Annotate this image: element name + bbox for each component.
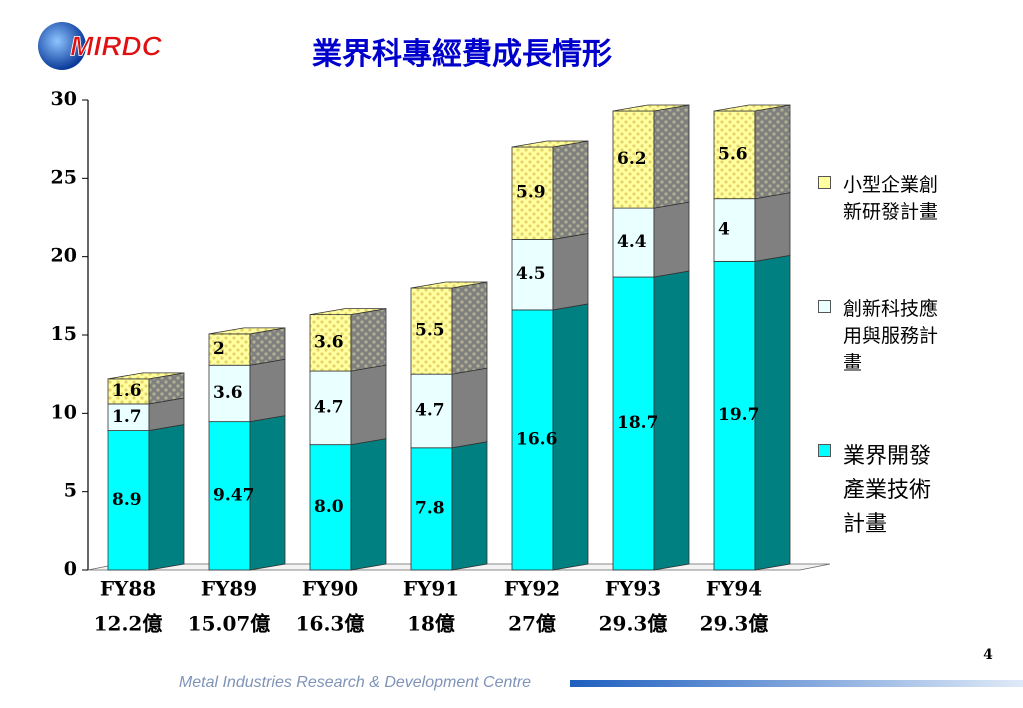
logo-text: MIRDC <box>70 30 163 61</box>
value-label: 4.5 <box>516 264 546 284</box>
value-label: 4 <box>718 220 730 240</box>
bar-segment <box>309 370 352 446</box>
category-total: 27億 <box>508 612 556 636</box>
bar-top <box>511 140 589 148</box>
bar-segment <box>612 276 655 571</box>
bar-segment <box>309 444 352 571</box>
value-label: 9.47 <box>213 485 254 505</box>
bar-side <box>451 281 488 375</box>
bar-side <box>552 303 589 571</box>
y-tick-label: 30 <box>51 88 77 110</box>
bar-segment <box>612 207 655 278</box>
legend-label: 小型企業創新研發計畫 <box>843 174 939 223</box>
category-total: 29.3億 <box>700 612 769 636</box>
x-tick-label: FY91 <box>403 577 459 601</box>
value-label: 8.9 <box>112 490 142 510</box>
page-number: 4 <box>983 647 993 663</box>
bar-side <box>350 308 387 372</box>
value-label: 8.0 <box>314 497 344 517</box>
value-label: 18.7 <box>617 413 658 433</box>
value-label: 4.7 <box>415 400 445 420</box>
bar-top <box>107 372 185 380</box>
value-label: 5.9 <box>516 183 546 203</box>
legend-label: 業界開發產業技術計畫 <box>843 444 932 537</box>
value-label: 5.5 <box>415 321 445 341</box>
value-label: 7.8 <box>415 498 445 518</box>
value-label: 5.6 <box>718 144 748 164</box>
bar-side <box>754 192 791 262</box>
category-total: 18億 <box>407 612 455 636</box>
category-total: 29.3億 <box>599 612 668 636</box>
bar-segment <box>612 110 655 209</box>
value-label: 2 <box>213 339 225 359</box>
footer-text: Metal Industries Research & Development … <box>179 674 531 691</box>
logo-globe <box>38 22 86 70</box>
legend-item: 業界開發產業技術計畫 <box>818 440 938 542</box>
bar-side <box>754 104 791 200</box>
category-total: 12.2億 <box>94 612 163 636</box>
bar-top <box>208 327 286 335</box>
bar-segment <box>208 364 251 423</box>
legend-item: 小型企業創新研發計畫 <box>818 172 938 226</box>
bar-side <box>451 441 488 571</box>
x-tick-label: FY88 <box>100 577 156 601</box>
bar-side <box>653 104 690 209</box>
bar-segment <box>713 260 756 571</box>
y-tick-label: 0 <box>64 558 77 580</box>
bar-segment <box>713 198 756 262</box>
bar-segment <box>208 333 251 366</box>
bar-segment <box>208 421 251 571</box>
bar-side <box>451 367 488 449</box>
bar-side <box>552 140 589 240</box>
value-label: 3.6 <box>213 383 243 403</box>
value-label: 19.7 <box>718 405 759 425</box>
value-label: 6.2 <box>617 149 647 169</box>
legend-swatch <box>818 300 831 313</box>
y-tick-label: 15 <box>51 323 77 345</box>
bar-side <box>249 415 286 571</box>
y-tick-label: 20 <box>51 245 77 267</box>
bar-side <box>754 254 791 571</box>
value-label: 4.4 <box>617 232 647 252</box>
bar-top <box>612 104 690 112</box>
y-tick-label: 10 <box>51 401 77 423</box>
legend-item: 創新科技應用與服務計畫 <box>818 296 938 377</box>
value-label: 3.6 <box>314 332 344 352</box>
y-tick-label: 25 <box>51 166 77 188</box>
x-tick-label: FY93 <box>605 577 661 601</box>
value-label: 4.7 <box>314 397 344 417</box>
legend-swatch <box>818 176 831 189</box>
bar-segment <box>713 110 756 200</box>
x-tick-label: FY92 <box>504 577 560 601</box>
bar-side <box>653 201 690 278</box>
value-label: 1.6 <box>112 381 142 401</box>
bar-segment <box>410 447 453 571</box>
bar-top <box>713 104 791 112</box>
bar-segment <box>511 309 554 571</box>
bar-top <box>410 281 488 289</box>
x-tick-label: FY94 <box>706 577 762 601</box>
legend-label: 創新科技應用與服務計畫 <box>843 298 939 374</box>
bar-side <box>350 438 387 571</box>
bar-top <box>309 308 387 316</box>
bar-side <box>249 358 286 423</box>
bar-side <box>148 424 185 571</box>
value-label: 16.6 <box>516 429 557 449</box>
y-tick-label: 5 <box>64 480 77 502</box>
category-total: 15.07億 <box>188 612 271 636</box>
category-total: 16.3億 <box>296 612 365 636</box>
footer-bar <box>570 680 1023 687</box>
value-label: 1.7 <box>112 407 142 427</box>
bar-segment <box>410 287 453 375</box>
bar-side <box>653 270 690 571</box>
bar-side <box>552 232 589 311</box>
x-tick-label: FY89 <box>201 577 257 601</box>
bar-side <box>350 364 387 446</box>
chart-title: 業界科專經費成長情形 <box>312 37 612 72</box>
bar-side <box>249 327 286 366</box>
x-tick-label: FY90 <box>302 577 358 601</box>
legend-swatch <box>818 444 831 457</box>
